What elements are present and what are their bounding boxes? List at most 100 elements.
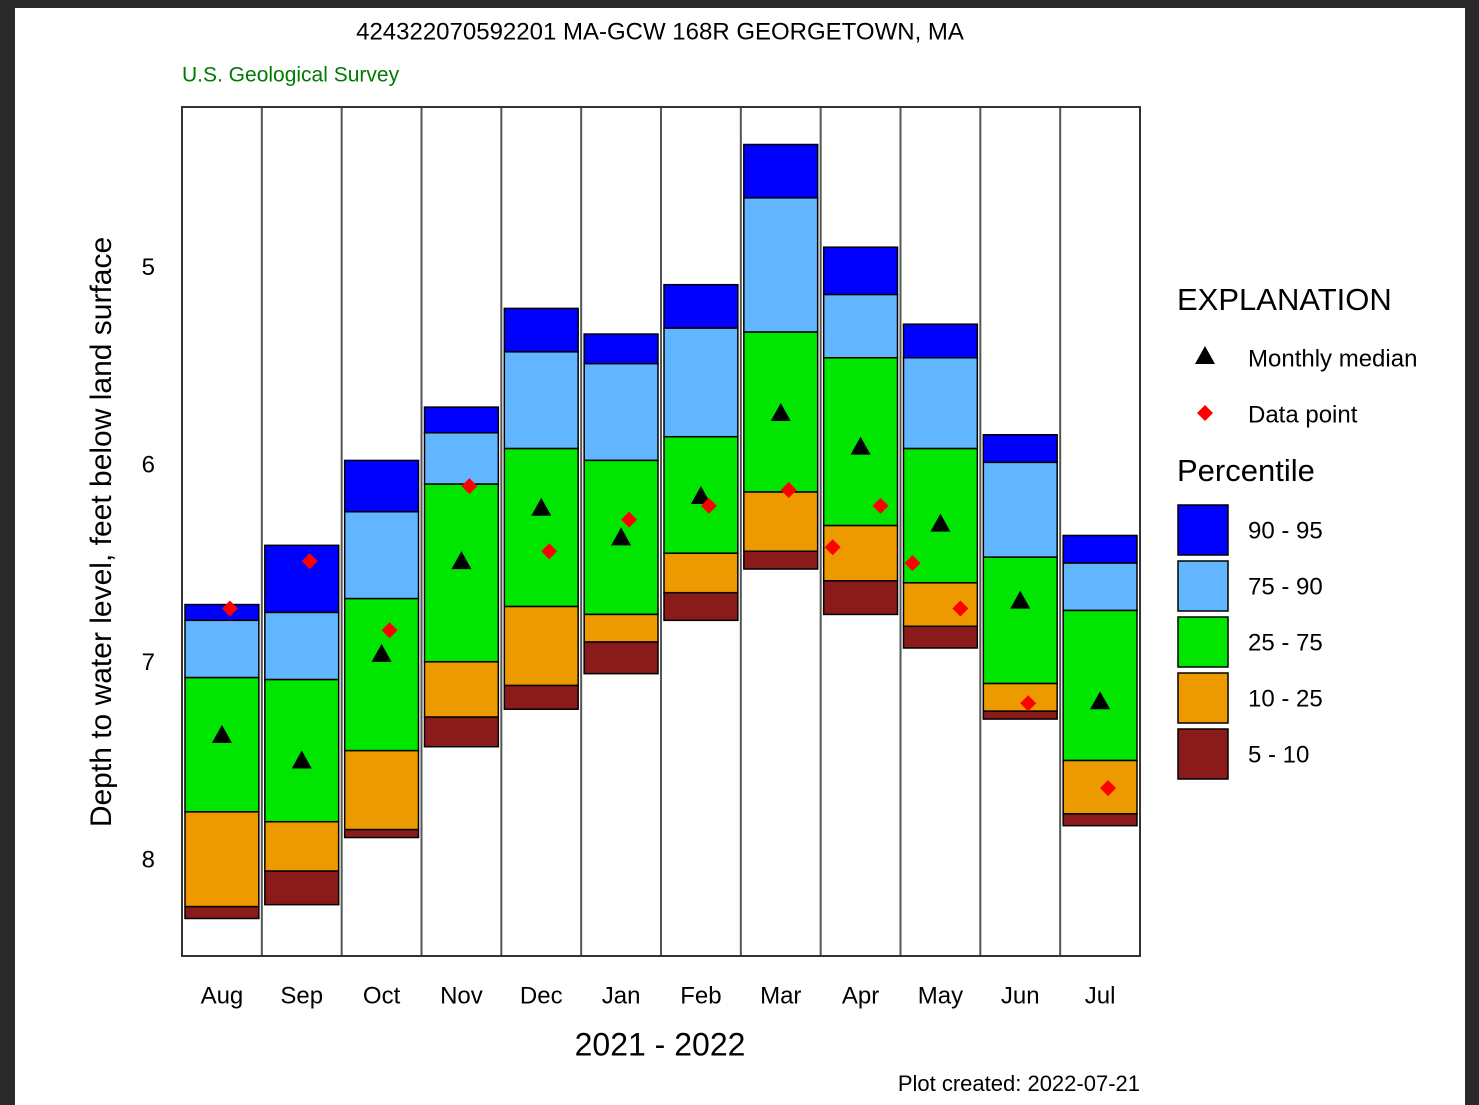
percentile-band — [423, 432, 500, 485]
percentile-band — [423, 661, 500, 718]
data-point — [221, 600, 238, 617]
legend-percentile-title: Percentile — [1177, 453, 1315, 488]
percentile-band — [503, 605, 579, 687]
median-marker — [1010, 590, 1031, 609]
percentile-band — [583, 333, 659, 365]
percentile-band — [663, 327, 739, 438]
percentile-band — [663, 591, 739, 622]
x-tick-label: Apr — [842, 982, 879, 1009]
percentile-band — [184, 811, 260, 908]
median-marker — [690, 485, 711, 504]
x-tick-label: Jan — [602, 982, 641, 1009]
x-tick-label: Feb — [680, 982, 721, 1009]
y-axis-label: Depth to water level, feet below land su… — [85, 237, 118, 827]
legend-swatch — [1177, 672, 1229, 724]
x-tick-label: Sep — [280, 982, 323, 1009]
percentile-band — [822, 580, 899, 616]
percentile-band — [264, 611, 340, 681]
x-tick-label: Nov — [440, 982, 483, 1009]
percentile-band — [822, 524, 899, 582]
data-point — [904, 555, 921, 572]
percentile-band — [902, 625, 979, 649]
percentile-band — [1062, 534, 1138, 564]
percentile-band — [343, 511, 420, 600]
legend-point-symbol — [1197, 405, 1213, 421]
data-point — [1020, 695, 1037, 712]
median-marker — [211, 724, 232, 743]
x-tick-label: Mar — [760, 982, 801, 1009]
legend-swatch — [1177, 504, 1229, 556]
legend-label: 75 - 90 — [1248, 573, 1323, 600]
data-point — [541, 543, 558, 560]
percentile-band — [503, 447, 579, 608]
legend-swatch — [1177, 560, 1229, 612]
legend-label: Monthly median — [1248, 345, 1417, 372]
median-marker — [850, 436, 871, 455]
data-point — [1100, 780, 1117, 797]
percentile-band — [1062, 759, 1138, 815]
percentile-band — [583, 613, 659, 643]
y-tick-label: 8 — [142, 847, 155, 874]
percentile-band — [743, 197, 819, 333]
percentile-band — [743, 491, 819, 552]
x-tick-label: Jun — [1001, 982, 1040, 1009]
x-tick-label: Jul — [1085, 982, 1116, 1009]
legend-label: Data point — [1248, 401, 1358, 428]
y-tick-label: 5 — [142, 254, 155, 281]
x-tick-label: Aug — [201, 982, 244, 1009]
percentile-band — [423, 406, 500, 434]
x-tick-label: Dec — [520, 982, 563, 1009]
x-tick-label: May — [918, 982, 963, 1009]
percentile-band — [902, 323, 979, 359]
y-tick-label: 6 — [142, 452, 155, 479]
x-axis-label: 2021 - 2022 — [575, 1026, 746, 1062]
percentile-band — [503, 684, 579, 710]
percentile-band — [1062, 813, 1138, 827]
percentile-band — [1062, 562, 1138, 612]
legend-label: 25 - 75 — [1248, 629, 1323, 656]
percentile-band — [583, 362, 659, 462]
percentile-band — [902, 582, 979, 628]
percentile-band — [184, 905, 260, 920]
percentile-band — [982, 461, 1058, 558]
percentile-band — [423, 716, 500, 748]
subtitle: U.S. Geological Survey — [182, 64, 400, 87]
percentile-band — [184, 676, 260, 813]
legend-title: EXPLANATION — [1177, 282, 1392, 317]
legend-median-symbol — [1195, 346, 1215, 364]
percentile-band — [343, 459, 420, 513]
percentile-band — [1062, 609, 1138, 762]
percentile-band — [264, 820, 340, 872]
percentile-band — [902, 357, 979, 450]
percentile-band — [982, 434, 1058, 464]
legend-label: 5 - 10 — [1248, 741, 1309, 768]
median-marker — [770, 403, 791, 422]
percentile-band — [743, 550, 819, 570]
percentile-band — [343, 597, 420, 752]
percentile-band — [343, 828, 420, 839]
x-tick-label: Oct — [363, 982, 401, 1009]
percentile-band — [264, 544, 340, 614]
legend-label: 90 - 95 — [1248, 517, 1323, 544]
percentile-band — [343, 749, 420, 831]
data-point — [621, 511, 638, 528]
percentile-band — [264, 870, 340, 906]
data-point — [872, 497, 889, 514]
data-point — [461, 478, 478, 495]
percentile-band — [184, 619, 260, 679]
median-marker — [930, 513, 951, 532]
percentile-band — [503, 351, 579, 450]
percentile-band — [982, 710, 1058, 720]
data-point — [780, 482, 797, 499]
percentile-band — [982, 682, 1058, 712]
chart-title: 424322070592201 MA-GCW 168R GEORGETOWN, … — [356, 18, 964, 45]
data-point — [301, 553, 318, 570]
median-marker — [1090, 691, 1111, 710]
footnote: Plot created: 2022-07-21 — [898, 1071, 1140, 1096]
data-point — [381, 622, 398, 639]
median-marker — [371, 643, 392, 662]
percentile-band — [583, 641, 659, 675]
percentile-band — [503, 307, 579, 353]
